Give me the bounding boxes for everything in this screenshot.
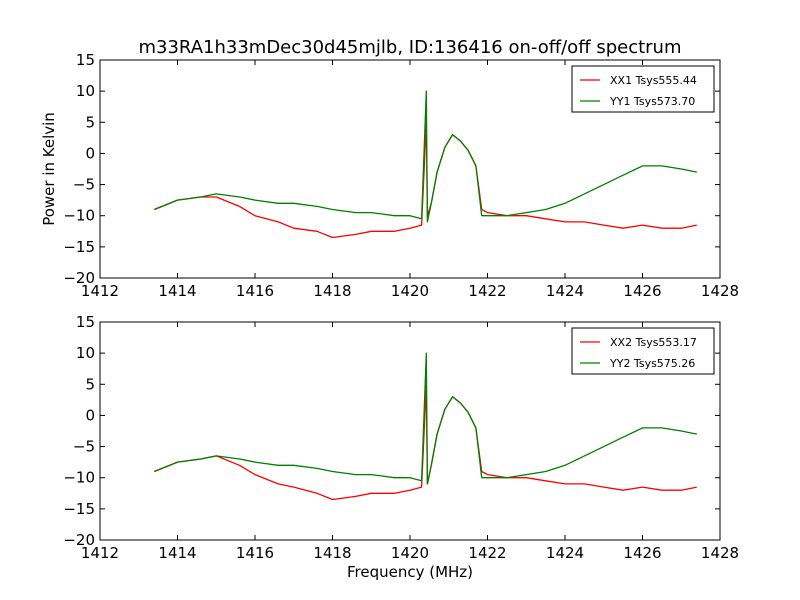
series-line-2 <box>154 352 697 485</box>
y-tick-label: 15 <box>76 51 95 69</box>
x-tick-label: 1424 <box>546 282 584 300</box>
x-tick-label: 1414 <box>158 282 196 300</box>
y-tick-label: 5 <box>85 375 95 393</box>
y-tick-label: −5 <box>73 438 95 456</box>
x-tick-label: 1412 <box>81 544 119 562</box>
x-tick-label: 1426 <box>623 544 661 562</box>
x-tick-label: 1424 <box>546 544 584 562</box>
x-tick-label: 1418 <box>313 544 351 562</box>
y-tick-label: 0 <box>85 144 95 162</box>
figure-title: m33RA1h33mDec30d45mjlb, ID:136416 on-off… <box>138 37 681 58</box>
y-tick-label: 15 <box>76 313 95 331</box>
top-panel: 1412 1414 1416 1418 1420 1422 1424 1426 1428 15 10… <box>63 51 739 300</box>
y-tick-label: 10 <box>76 344 95 362</box>
y-tick-label: −5 <box>73 176 95 194</box>
x-tick-label: 1412 <box>81 282 119 300</box>
x-tick-label: 1422 <box>468 282 506 300</box>
x-tick-label: 1420 <box>391 282 429 300</box>
y-tick-label: −15 <box>63 500 95 518</box>
series-line-2 <box>154 90 697 223</box>
y-tick-label: 10 <box>76 82 95 100</box>
x-tick-label: 1420 <box>391 544 429 562</box>
bottom-panel: 1412 1414 1416 1418 1420 1422 1424 1426 1428 15 10… <box>63 313 739 562</box>
x-tick-label: 1418 <box>313 282 351 300</box>
y-tick-label: −15 <box>63 238 95 256</box>
x-tick-label: 1426 <box>623 282 661 300</box>
legend-label: XX2 Tsys553.17 <box>610 336 697 349</box>
legend-label: XX1 Tsys555.44 <box>610 74 697 87</box>
x-tick-label: 1416 <box>236 544 274 562</box>
legend-box <box>571 327 715 375</box>
y-tick-label: 0 <box>85 406 95 424</box>
series-line-1 <box>154 383 697 501</box>
legend-label: YY1 Tsys573.70 <box>609 95 695 108</box>
legend-box <box>571 65 715 113</box>
x-tick-label: 1428 <box>701 544 739 562</box>
x-axis-label: Frequency (MHz) <box>347 563 473 581</box>
y-tick-label: −20 <box>63 531 95 549</box>
y-tick-label: −10 <box>63 207 95 225</box>
series-line-1 <box>154 121 697 239</box>
y-tick-label: −20 <box>63 269 95 287</box>
x-tick-label: 1414 <box>158 544 196 562</box>
y-tick-label: 5 <box>85 113 95 131</box>
x-tick-label: 1428 <box>701 282 739 300</box>
legend-label: YY2 Tsys575.26 <box>609 357 695 370</box>
x-tick-label: 1422 <box>468 544 506 562</box>
y-axis-label: Power in Kelvin <box>40 112 58 226</box>
x-tick-label: 1416 <box>236 282 274 300</box>
y-tick-label: −10 <box>63 469 95 487</box>
